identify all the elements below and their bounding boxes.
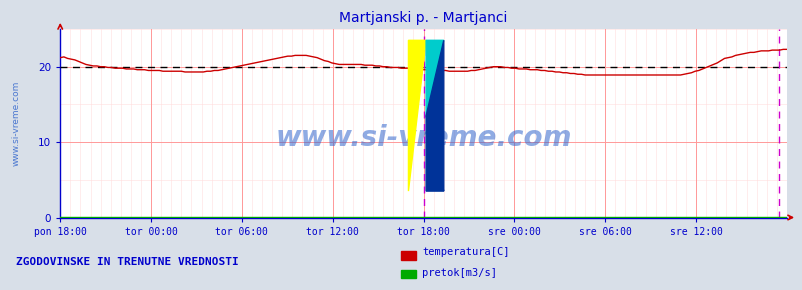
Text: www.si-vreme.com: www.si-vreme.com — [275, 124, 571, 152]
Title: Martjanski p. - Martjanci: Martjanski p. - Martjanci — [339, 11, 507, 25]
Polygon shape — [426, 40, 444, 191]
Text: ZGODOVINSKE IN TRENUTNE VREDNOSTI: ZGODOVINSKE IN TRENUTNE VREDNOSTI — [16, 257, 238, 267]
Text: pretok[m3/s]: pretok[m3/s] — [422, 267, 496, 278]
Text: www.si-vreme.com: www.si-vreme.com — [12, 81, 21, 166]
Polygon shape — [426, 116, 444, 191]
Polygon shape — [426, 40, 444, 116]
Polygon shape — [408, 40, 426, 191]
Text: temperatura[C]: temperatura[C] — [422, 247, 509, 257]
